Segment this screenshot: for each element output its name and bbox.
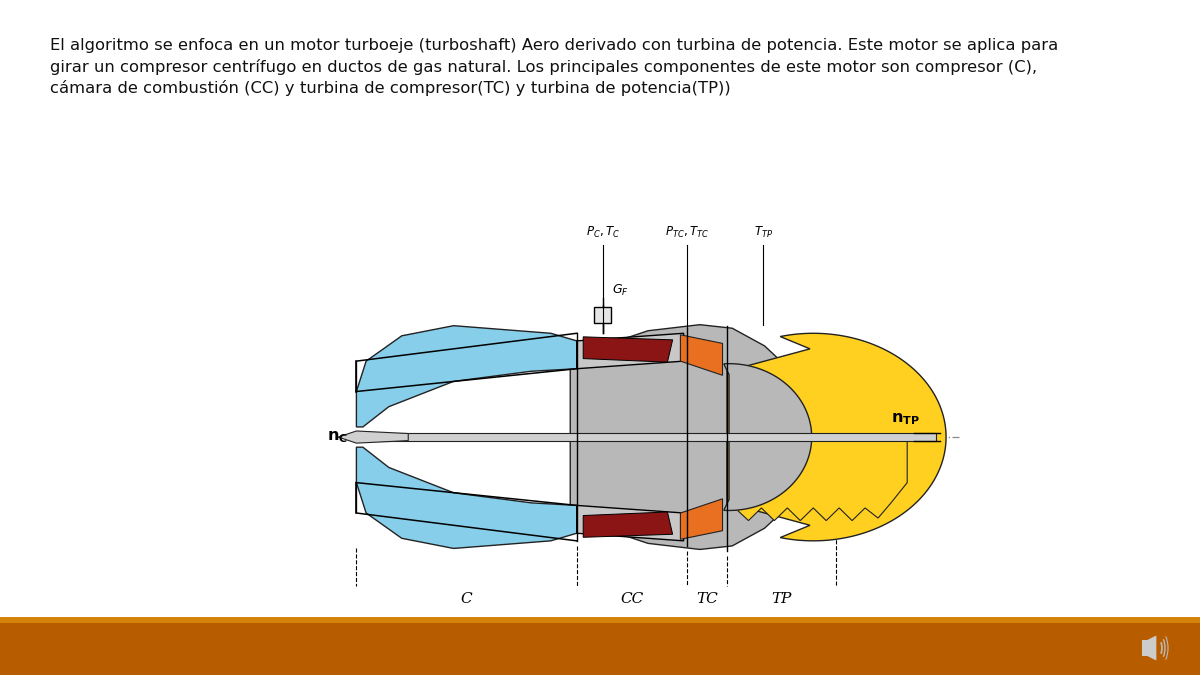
Polygon shape — [577, 506, 684, 541]
Text: TC: TC — [696, 592, 718, 606]
Text: cámara de combustión (CC) y turbina de compresor(TC) y turbina de potencia(TP)): cámara de combustión (CC) y turbina de c… — [50, 80, 731, 96]
Bar — [1142, 640, 1148, 656]
Polygon shape — [727, 437, 907, 520]
Polygon shape — [680, 335, 722, 375]
Text: CC: CC — [620, 592, 643, 606]
Text: girar un compresor centrífugo en ductos de gas natural. Los principales componen: girar un compresor centrífugo en ductos … — [50, 59, 1037, 75]
Bar — [594, 307, 611, 323]
Polygon shape — [724, 364, 811, 510]
Polygon shape — [583, 337, 673, 362]
Polygon shape — [356, 433, 936, 441]
Text: $\mathbf{n_{TP}}$: $\mathbf{n_{TP}}$ — [892, 412, 920, 427]
Polygon shape — [356, 326, 577, 427]
Bar — [0, 620, 1200, 675]
Text: $G_F$: $G_F$ — [612, 283, 629, 298]
Text: C: C — [461, 592, 473, 606]
Polygon shape — [577, 333, 684, 369]
Text: TP: TP — [772, 592, 792, 606]
Polygon shape — [583, 512, 673, 537]
Text: $\mathbf{n_C}$: $\mathbf{n_C}$ — [328, 429, 348, 445]
Polygon shape — [338, 431, 408, 443]
Polygon shape — [570, 325, 926, 549]
Text: $P_C,T_C$: $P_C,T_C$ — [586, 225, 619, 240]
Text: $P_{TC},T_{TC}$: $P_{TC},T_{TC}$ — [665, 225, 709, 240]
Text: El algoritmo se enfoca en un motor turboeje (turboshaft) Aero derivado con turbi: El algoritmo se enfoca en un motor turbo… — [50, 38, 1058, 53]
Bar — [0, 617, 1200, 623]
Polygon shape — [1148, 636, 1156, 660]
Polygon shape — [680, 499, 722, 539]
Polygon shape — [356, 448, 577, 548]
Text: $T_{TP}$: $T_{TP}$ — [754, 225, 773, 240]
Polygon shape — [727, 333, 946, 541]
